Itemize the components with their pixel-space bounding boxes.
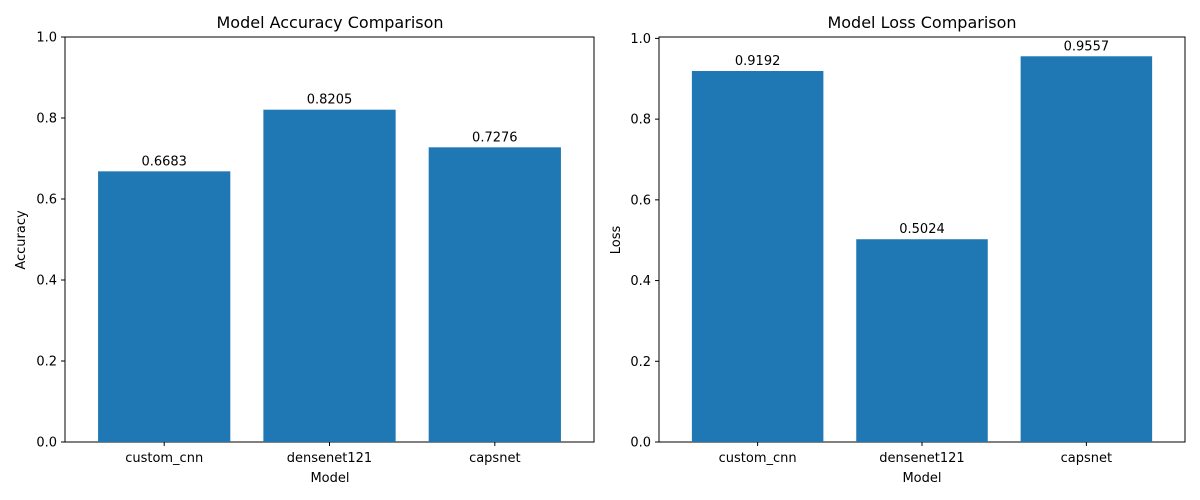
loss-x-axis-ticks: custom_cnn densenet121 capsnet [719, 442, 1112, 466]
accuracy-data-label-densenet121: 0.8205 [307, 93, 353, 108]
loss-chart: Model Loss Comparison 0.9192 0.5024 0.9557… [609, 13, 1186, 486]
loss-y-tick-label-0: 0.0 [630, 436, 651, 451]
loss-x-tick-label-capsnet: capsnet [1061, 451, 1112, 466]
loss-bar-densenet121 [856, 239, 988, 442]
accuracy-bar-custom_cnn [98, 171, 231, 442]
accuracy-x-tick-label-custom_cnn: custom_cnn [125, 451, 203, 466]
loss-y-tick-label-5: 1.0 [630, 32, 651, 47]
accuracy-y-tick-label-4: 0.8 [36, 112, 57, 127]
accuracy-y-tick-label-2: 0.4 [36, 274, 57, 289]
accuracy-bars [98, 109, 561, 442]
accuracy-x-tick-label-densenet121: densenet121 [287, 451, 372, 466]
loss-bar-custom_cnn [691, 71, 824, 443]
loss-y-tick-label-2: 0.4 [630, 274, 651, 289]
loss-y-axis-label: Loss [609, 226, 624, 255]
loss-x-tick-label-custom_cnn: custom_cnn [719, 451, 797, 466]
accuracy-y-axis-ticks: 0.0 0.2 0.4 0.6 0.8 1.0 [36, 31, 65, 451]
accuracy-x-axis-ticks: custom_cnn densenet121 capsnet [125, 442, 521, 466]
loss-y-tick-label-1: 0.2 [630, 355, 651, 370]
accuracy-y-tick-label-3: 0.6 [36, 193, 57, 208]
loss-data-label-densenet121: 0.5024 [899, 222, 945, 237]
accuracy-bar-capsnet [428, 147, 561, 442]
accuracy-bar-densenet121 [263, 109, 396, 442]
accuracy-y-axis-label: Accuracy [14, 210, 29, 270]
loss-data-label-capsnet: 0.9557 [1064, 39, 1110, 54]
loss-x-axis-label: Model [902, 471, 941, 486]
accuracy-y-tick-label-0: 0.0 [36, 436, 57, 451]
loss-y-tick-label-4: 0.8 [630, 113, 651, 128]
accuracy-chart: Model Accuracy Comparison 0.66830.82050.… [14, 13, 595, 486]
loss-y-tick-label-3: 0.6 [630, 193, 651, 208]
loss-y-axis-ticks: 0.0 0.2 0.4 0.6 0.8 1.0 [630, 32, 659, 451]
accuracy-x-axis-label: Model [310, 471, 349, 486]
loss-data-label-custom_cnn: 0.9192 [735, 54, 781, 69]
accuracy-data-label-custom_cnn: 0.6683 [141, 154, 187, 169]
accuracy-y-tick-label-5: 1.0 [36, 31, 57, 46]
loss-chart-title: Model Loss Comparison [827, 13, 1016, 32]
accuracy-chart-title: Model Accuracy Comparison [216, 13, 443, 32]
accuracy-data-label-capsnet: 0.7276 [472, 130, 518, 145]
accuracy-y-tick-label-1: 0.2 [36, 355, 57, 370]
loss-data-labels: 0.9192 0.5024 0.9557 [735, 39, 1109, 237]
accuracy-x-tick-label-capsnet: capsnet [469, 451, 520, 466]
loss-x-tick-label-densenet121: densenet121 [879, 451, 964, 466]
accuracy-data-labels: 0.6683 0.8205 0.7276 [141, 93, 517, 170]
loss-bars [691, 56, 1153, 443]
loss-bar-capsnet [1020, 56, 1153, 442]
